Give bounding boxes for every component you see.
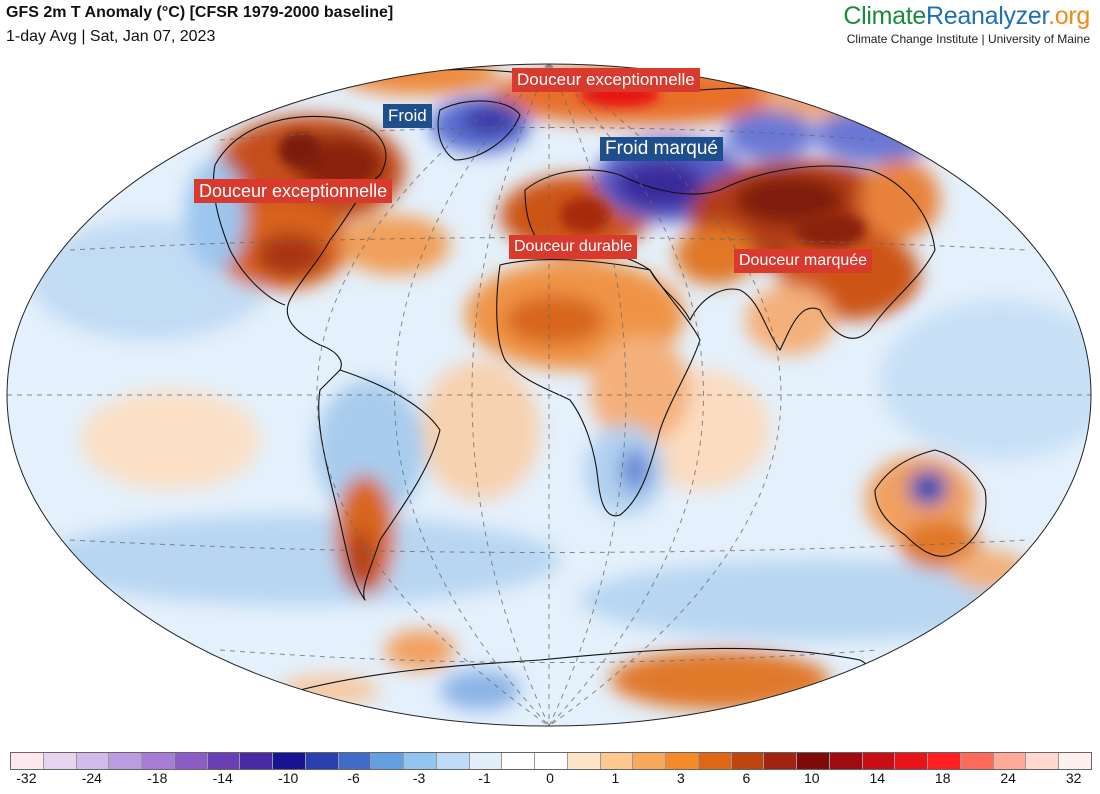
- color-swatch: [829, 753, 863, 769]
- colorbar-tick-label: 18: [934, 770, 951, 786]
- color-swatch: [305, 753, 339, 769]
- brand-name-part1: Climate: [843, 2, 927, 30]
- label-namerica-warm: Douceur exceptionnelle: [194, 179, 393, 203]
- color-swatch: [240, 753, 273, 769]
- color-swatch: [764, 753, 797, 769]
- color-swatch: [1059, 753, 1091, 769]
- color-swatch: [11, 753, 44, 769]
- colorbar-tick-label: 3: [677, 770, 685, 786]
- color-swatch: [993, 753, 1027, 769]
- label-arctic-warm: Douceur exceptionnelle: [512, 68, 700, 92]
- color-scale-ticks: -32 -24 -18 -14 -10 -6 -3 -1 0 1 3 6 10 14 18 24 32: [10, 770, 1090, 790]
- brand-name-part2: Reanalyzer: [926, 2, 1049, 30]
- color-swatch: [404, 753, 437, 769]
- colorbar-tick-label: -1: [478, 770, 491, 786]
- colorbar-tick-label: -18: [147, 770, 168, 786]
- brand-name[interactable]: ClimateReanalyzer.org: [843, 2, 1090, 31]
- brand-subtitle: Climate Change Institute | University of…: [846, 32, 1090, 46]
- colorbar-tick-label: 32: [1065, 770, 1082, 786]
- color-swatch: [666, 753, 699, 769]
- color-swatch: [731, 753, 765, 769]
- colorbar-tick-label: 14: [869, 770, 886, 786]
- brand-logo[interactable]: ClimateReanalyzer.org Climate Change Ins…: [843, 2, 1090, 46]
- color-swatch: [436, 753, 470, 769]
- color-swatch: [535, 753, 568, 769]
- colorbar-tick-label: -24: [81, 770, 102, 786]
- label-europe-warm: Douceur durable: [509, 235, 638, 259]
- color-swatch: [960, 753, 994, 769]
- color-swatch: [698, 753, 732, 769]
- color-swatch: [273, 753, 306, 769]
- color-swatch: [174, 753, 208, 769]
- label-greenland-cold: Froid: [383, 104, 432, 128]
- color-swatch: [797, 753, 830, 769]
- color-swatch: [567, 753, 601, 769]
- color-swatch: [338, 753, 372, 769]
- colorbar-tick-label: -32: [16, 770, 37, 786]
- colorbar-tick-label: -10: [278, 770, 299, 786]
- color-swatch: [43, 753, 77, 769]
- colorbar-tick-label: 24: [1000, 770, 1016, 786]
- map-title: GFS 2m T Anomaly (°C) [CFSR 1979-2000 ba…: [6, 4, 394, 21]
- color-swatch: [1026, 753, 1059, 769]
- brand-name-part3: .org: [1048, 2, 1090, 30]
- color-swatch: [469, 753, 503, 769]
- colorbar-tick-label: 0: [546, 770, 554, 786]
- color-swatch: [502, 753, 535, 769]
- color-swatch: [76, 753, 110, 769]
- color-scale: [10, 752, 1092, 770]
- colorbar-tick-label: 1: [611, 770, 620, 786]
- color-swatch: [142, 753, 175, 769]
- color-swatch: [109, 753, 142, 769]
- map-subtitle: 1-day Avg | Sat, Jan 07, 2023: [6, 28, 216, 45]
- label-asia-warm: Douceur marquée: [734, 249, 873, 273]
- color-swatch: [862, 753, 896, 769]
- color-swatch: [633, 753, 666, 769]
- color-swatch: [371, 753, 404, 769]
- color-swatch: [207, 753, 241, 769]
- anomaly-map: [6, 63, 1092, 727]
- colorbar-tick-label: 10: [804, 770, 820, 786]
- colorbar-tick-label: -6: [347, 770, 360, 786]
- globe-outline: [6, 63, 1092, 727]
- colorbar-tick-label: -3: [412, 770, 426, 786]
- colorbar-tick-label: 6: [742, 770, 751, 786]
- color-swatch: [600, 753, 634, 769]
- label-russia-cold: Froid marqué: [600, 137, 723, 161]
- colorbar-tick-label: -14: [212, 770, 233, 786]
- color-swatch: [928, 753, 961, 769]
- color-swatch: [895, 753, 928, 769]
